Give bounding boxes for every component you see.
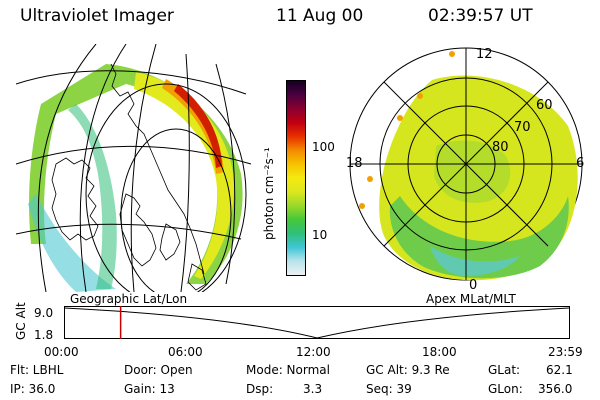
lat-circle-2 (85, 83, 247, 292)
right-map-caption: Apex MLat/MLT (426, 292, 516, 306)
aurora-diffuse-2 (68, 104, 117, 289)
parallel-2 (16, 145, 252, 165)
instrument-title: Ultraviolet Imager (20, 6, 174, 26)
polar-map (349, 47, 583, 281)
lat-circle-1 (120, 128, 232, 292)
mlt-label-18: 18 (346, 156, 363, 171)
lat-label-70: 70 (514, 120, 531, 135)
parallel-1 (16, 70, 247, 95)
coastline-4 (159, 223, 181, 261)
polar-emission-green (389, 196, 569, 279)
mlt-label-0: 0 (469, 278, 478, 293)
status-gc-alt: GC Alt: 9.3 Re (366, 363, 450, 377)
date-label: 11 Aug 00 (276, 6, 364, 26)
left-map-caption: Geographic Lat/Lon (70, 292, 188, 306)
altitude-xtick-3: 18:00 (422, 345, 457, 359)
mlt-label-6: 6 (576, 156, 585, 171)
colorbar-tick-10: 10 (312, 228, 328, 242)
altitude-plot (64, 306, 570, 339)
status-flt: Flt: LBHL (10, 363, 64, 377)
aurora-diffuse (28, 194, 116, 292)
parallel-3 (16, 223, 242, 240)
geographic-map (16, 44, 252, 292)
status-gain: Gain: 13 (124, 382, 175, 396)
status-seq: Seq: 39 (366, 382, 412, 396)
altitude-xtick-4: 23:59 (548, 345, 583, 359)
status-door: Door: Open (124, 363, 193, 377)
meridian-1 (37, 44, 97, 292)
time-label: 02:39:57 UT (428, 6, 533, 26)
status-glat-label: GLat: (488, 363, 521, 377)
colorbar-unit-label: photon cm⁻²s⁻¹ (262, 147, 276, 240)
polar-emission-inner (434, 140, 511, 203)
status-mode: Mode: Normal (246, 363, 330, 377)
altitude-ytick-min: 1.8 (34, 328, 54, 342)
status-dsp-label: Dsp: (246, 382, 274, 396)
altitude-xtick-0: 00:00 (44, 345, 79, 359)
status-glon-label: GLon: (488, 382, 523, 396)
colorbar-gradient (286, 80, 306, 276)
coastline (110, 63, 205, 275)
colorbar (286, 80, 306, 276)
altitude-curve (64, 307, 570, 339)
coastline-5 (187, 263, 207, 291)
lat-label-60: 60 (536, 98, 553, 113)
altitude-xtick-1: 06:00 (168, 345, 203, 359)
coastline-2 (51, 157, 99, 241)
status-ip: IP: 36.0 (10, 382, 56, 396)
status-glon-value: 356.0 (538, 382, 573, 396)
meridian-4 (180, 53, 190, 292)
altitude-xtick-2: 12:00 (296, 345, 331, 359)
altitude-ylabel: GC Alt (14, 302, 28, 340)
meridian-3 (130, 44, 157, 292)
colorbar-tick-100: 100 (312, 140, 335, 154)
lat-label-80: 80 (492, 140, 509, 155)
status-glat-value: 62.1 (546, 363, 573, 377)
status-dsp-value: 3.3 (303, 382, 323, 396)
altitude-ytick-max: 9.0 (34, 306, 54, 320)
meridian-2 (79, 44, 127, 292)
coastline-3 (119, 193, 157, 267)
polar-emission-cyan (430, 246, 520, 276)
mlt-label-12: 12 (476, 47, 493, 62)
aurora-band-red (174, 84, 222, 168)
